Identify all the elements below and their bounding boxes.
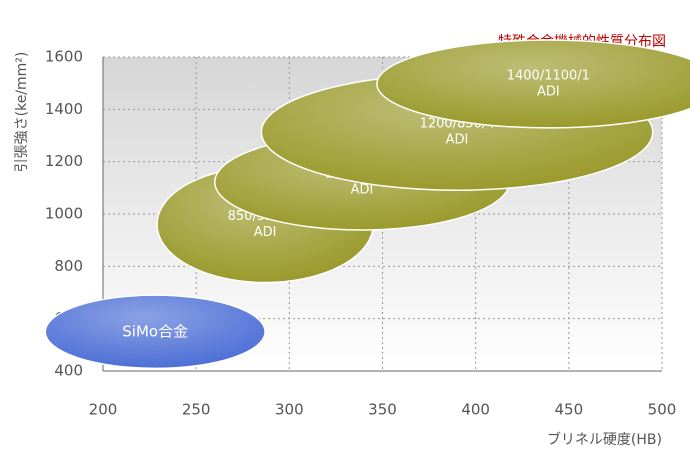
region-label: 1400/1100/1 bbox=[507, 68, 590, 83]
x-tick-label: 300 bbox=[275, 401, 304, 419]
x-tick-label: 500 bbox=[648, 401, 677, 419]
y-tick-label: 1400 bbox=[45, 100, 83, 118]
region-label: ADI bbox=[254, 225, 277, 240]
region-label: ADI bbox=[351, 183, 374, 198]
x-tick-label: 250 bbox=[182, 401, 211, 419]
y-tick-label: 800 bbox=[54, 257, 83, 275]
x-tick-label: 350 bbox=[368, 401, 397, 419]
y-tick-label: 1200 bbox=[45, 152, 83, 170]
region-shine bbox=[45, 295, 266, 369]
y-axis-label: 引張強さ(ke/mm²) bbox=[14, 52, 30, 173]
region-label: ADI bbox=[446, 133, 469, 148]
region-label: SiMo合金 bbox=[122, 322, 188, 340]
x-axis-label: ブリネル硬度(HB) bbox=[547, 431, 662, 448]
x-tick-label: 200 bbox=[89, 401, 118, 419]
region-shine bbox=[376, 40, 690, 128]
region-label: ADI bbox=[537, 84, 560, 99]
y-tick-label: 400 bbox=[54, 362, 83, 380]
x-tick-label: 450 bbox=[555, 401, 584, 419]
y-tick-label: 1000 bbox=[45, 205, 83, 223]
y-tick-label: 1600 bbox=[45, 48, 83, 66]
x-tick-label: 400 bbox=[461, 401, 490, 419]
